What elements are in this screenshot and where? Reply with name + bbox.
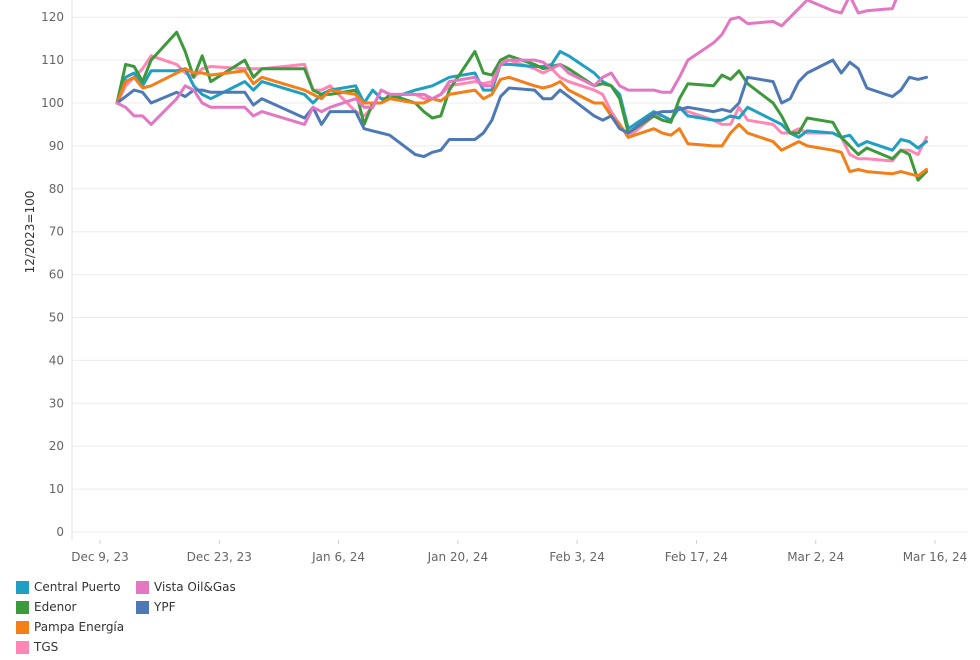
y-axis-tick-labels: 0 10 20 30 40 50 60 70 80 90 100 110 120	[41, 10, 64, 539]
legend-swatch	[16, 580, 29, 594]
x-tick-label: Feb 3, 24	[549, 550, 605, 564]
legend-label: Vista Oil&Gas	[154, 580, 236, 594]
y-tick-label: 110	[41, 53, 64, 67]
series-line-pampa-energ-a[interactable]	[115, 67, 928, 178]
legend-item-ypf[interactable]: YPF	[136, 600, 175, 614]
y-tick-label: 40	[49, 353, 64, 367]
x-axis-tick-labels: Dec 9, 23 Dec 23, 23 Jan 6, 24 Jan 20, 24 Fe…	[71, 540, 967, 564]
legend-item-tgs[interactable]: TGS	[16, 640, 58, 654]
legend-label: TGS	[34, 640, 59, 654]
y-tick-label: 120	[41, 10, 64, 24]
legend-item-edenor[interactable]: Edenor	[16, 600, 76, 614]
series-line-ypf[interactable]	[115, 58, 928, 159]
y-axis-title: 12/2023=100	[23, 191, 37, 274]
x-tick-label: Mar 16, 24	[903, 550, 968, 564]
legend-swatch	[16, 640, 29, 654]
x-tick-label: Dec 9, 23	[71, 550, 129, 564]
y-tick-label: 20	[49, 439, 64, 453]
y-tick-label: 50	[49, 311, 64, 325]
series-line-edenor[interactable]	[115, 30, 928, 182]
grid-lines	[71, 0, 968, 540]
y-tick-label: 90	[49, 139, 64, 153]
legend-item-central-puerto[interactable]: Central Puerto	[16, 580, 121, 594]
y-tick-label: 30	[49, 396, 64, 410]
legend-item-pampa-energia[interactable]: Pampa Energía	[16, 620, 124, 634]
y-tick-label: 70	[49, 225, 64, 239]
y-tick-label: 100	[41, 96, 64, 110]
legend-swatch	[136, 580, 149, 594]
legend-label: Central Puerto	[34, 580, 121, 594]
series-line-central-puerto[interactable]	[115, 50, 928, 152]
y-tick-label: 80	[49, 182, 64, 196]
legend-item-vista-oil-gas[interactable]: Vista Oil&Gas	[136, 580, 236, 594]
y-tick-label: 60	[49, 268, 64, 282]
y-tick-label: 10	[49, 482, 64, 496]
legend-swatch	[16, 600, 29, 614]
series-line-tgs[interactable]	[115, 54, 928, 163]
x-tick-label: Jan 6, 24	[311, 550, 365, 564]
legend-swatch	[16, 620, 29, 634]
x-tick-label: Feb 17, 24	[665, 550, 728, 564]
legend-swatch	[136, 600, 149, 614]
x-tick-label: Jan 20, 24	[427, 550, 488, 564]
series-lines	[115, 0, 928, 182]
legend: Central Puerto Vista Oil&Gas Edenor YPF …	[16, 580, 316, 660]
x-tick-label: Mar 2, 24	[787, 550, 844, 564]
legend-label: Pampa Energía	[34, 620, 125, 634]
series-line-vista-oil-gas[interactable]	[115, 0, 901, 126]
legend-label: YPF	[154, 600, 176, 614]
legend-label: Edenor	[34, 600, 77, 614]
y-tick-label: 0	[56, 525, 64, 539]
x-tick-label: Dec 23, 23	[187, 550, 252, 564]
